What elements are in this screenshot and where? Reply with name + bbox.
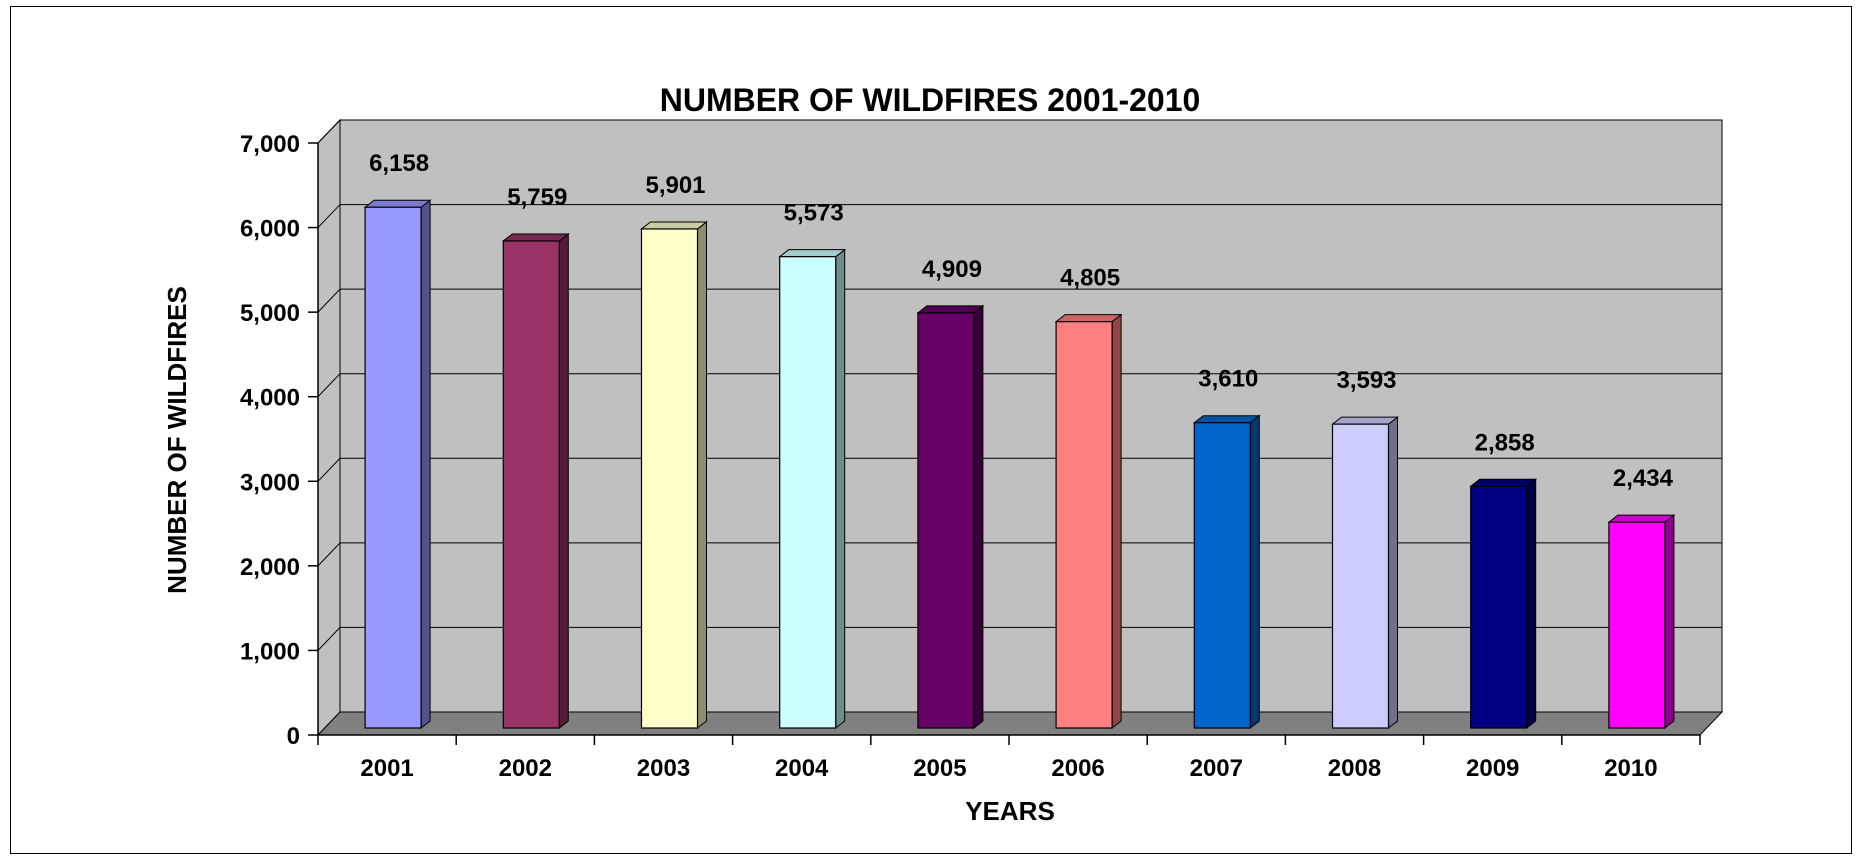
bar-front-face: [640, 228, 699, 729]
x-tick-label-2003: 2003: [637, 755, 690, 782]
data-label-2004: 5,573: [784, 200, 844, 227]
bar-2007: [1192, 414, 1261, 730]
bar-top-face: [1607, 514, 1676, 523]
x-tick-label-2005: 2005: [913, 755, 966, 782]
data-label-2001: 6,158: [369, 150, 429, 177]
x-tick-label-2004: 2004: [775, 755, 829, 782]
bar-front-face: [1608, 521, 1666, 729]
y-tick-label: 6,000: [240, 216, 300, 243]
y-tick-label: 5,000: [240, 300, 300, 327]
data-label-2002: 5,759: [507, 184, 567, 211]
gridline: [317, 626, 1722, 651]
bar-2008: [1331, 416, 1399, 730]
bar-2005: [916, 304, 985, 730]
gridline: [317, 119, 1722, 144]
bar-top-face: [501, 233, 570, 242]
bar-top-face: [1469, 478, 1538, 487]
bar-2010: [1607, 514, 1676, 730]
data-label-2006: 4,805: [1060, 265, 1120, 292]
data-label-2009: 2,858: [1475, 429, 1535, 456]
x-tick-label-2006: 2006: [1051, 755, 1104, 782]
bar-front-face: [1331, 423, 1390, 729]
bar-top-face: [1192, 415, 1261, 424]
bar-top-face: [916, 305, 985, 314]
y-tick-label: 4,000: [240, 385, 300, 412]
gridline: [317, 373, 1722, 398]
x-tick-label-2002: 2002: [499, 755, 552, 782]
bar-top-face: [640, 221, 708, 230]
bar-2001: [363, 199, 432, 730]
bar-side-face: [973, 304, 984, 730]
data-label-2010: 2,434: [1613, 465, 1674, 492]
bar-front-face: [1193, 422, 1251, 729]
gridline: [317, 457, 1722, 482]
y-tick-label: 1,000: [240, 638, 300, 665]
bar-2003: [640, 220, 708, 730]
x-tick-label-2010: 2010: [1604, 755, 1657, 782]
bar-side-face: [1526, 478, 1537, 730]
data-label-2008: 3,593: [1336, 367, 1396, 394]
bar-side-face: [835, 248, 846, 730]
bar-top-face: [778, 249, 847, 258]
chart-title: NUMBER OF WILDFIRES 2001-2010: [660, 82, 1201, 118]
data-label-2005: 4,909: [922, 256, 982, 283]
bar-front-face: [917, 312, 975, 729]
tick-labels: 0 1,000 2,000 3,000 4,000 5,000 6,000 7,000 2001…: [240, 131, 1658, 782]
data-labels: 6,158 5,759 5,901 5,573 4,909 4,805 3,610 3,593…: [369, 150, 1674, 492]
x-axis-title: YEARS: [965, 796, 1055, 826]
side-wall: [317, 118, 341, 737]
bar-2009: [1469, 478, 1538, 730]
bar-side-face: [420, 199, 431, 730]
bar-top-face: [1054, 314, 1123, 323]
bar-front-face: [1055, 321, 1113, 729]
data-label-2007: 3,610: [1198, 366, 1258, 393]
bars: [363, 199, 1676, 730]
bar-top-face: [363, 199, 432, 208]
gridline: [317, 542, 1722, 567]
y-axis-title: NUMBER OF WILDFIRES: [162, 286, 192, 594]
bar-2006: [1054, 313, 1123, 730]
bar-2002: [501, 232, 570, 730]
y-tick-label: 3,000: [240, 469, 300, 496]
bar-side-face: [1111, 313, 1122, 730]
bar-top-face: [1331, 416, 1399, 425]
x-tick-label-2007: 2007: [1190, 755, 1243, 782]
x-tick-label-2009: 2009: [1466, 755, 1519, 782]
bar-side-face: [558, 232, 569, 730]
bar-side-face: [697, 220, 707, 730]
data-label-2003: 5,901: [645, 172, 705, 199]
gridline: [317, 204, 1722, 228]
gridlines: [317, 119, 1722, 651]
gridline: [317, 288, 1722, 313]
bar-front-face: [502, 240, 560, 729]
axes: [308, 142, 1701, 745]
bar-side-face: [1664, 514, 1675, 730]
bar-front-face: [364, 206, 422, 729]
y-tick-label: 7,000: [240, 131, 300, 158]
bar-front-face: [1470, 485, 1528, 729]
y-tick-label: 0: [287, 723, 300, 750]
bar-side-face: [1388, 416, 1398, 730]
bar-front-face: [779, 256, 837, 729]
y-tick-label: 2,000: [240, 554, 300, 581]
bar-side-face: [1249, 414, 1260, 730]
bar-2004: [778, 248, 847, 730]
x-tick-label-2001: 2001: [360, 755, 413, 782]
x-tick-label-2008: 2008: [1328, 755, 1381, 782]
